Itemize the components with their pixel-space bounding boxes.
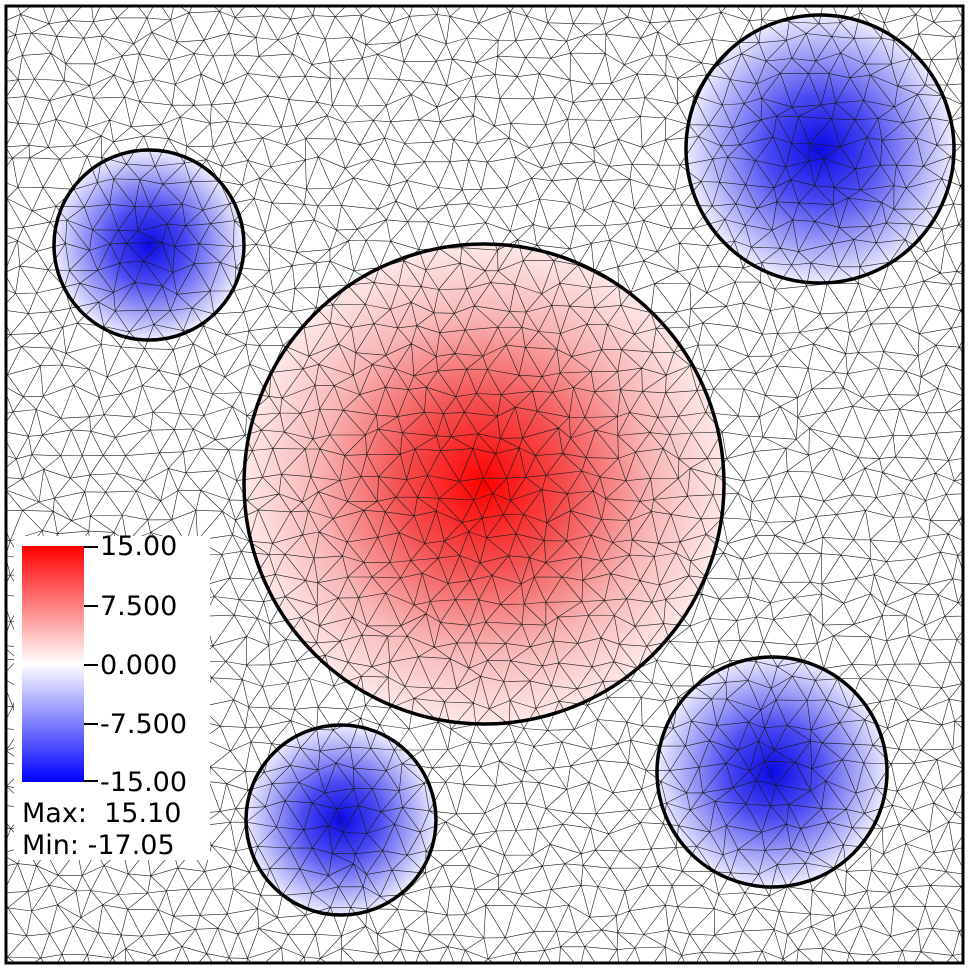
tick-mark-zero <box>84 664 98 666</box>
tick-mark-max <box>84 546 98 548</box>
large-red-disc-outline <box>242 242 726 726</box>
max-value-label: Max: 15.10 <box>22 798 182 829</box>
bottom-right-blue-disc-outline <box>655 655 889 889</box>
min-value-label: Min: -17.05 <box>22 830 175 861</box>
colorbar <box>22 546 84 782</box>
tick-label-max: 15.00 <box>100 531 178 562</box>
bottom-left-blue-disc <box>246 725 436 915</box>
bottom-left-blue-disc-outline <box>244 723 438 917</box>
tick-mark-min <box>84 780 98 782</box>
tick-label-zero: 0.000 <box>100 650 178 681</box>
tick-label-lower: -7.500 <box>100 709 188 740</box>
top-left-blue-disc-outline <box>52 148 246 342</box>
disc-outlines <box>52 13 956 917</box>
domain-border <box>4 4 965 965</box>
top-right-blue-disc-outline <box>684 13 956 285</box>
large-red-disc <box>244 244 724 724</box>
tick-mark-upper <box>84 605 98 607</box>
tick-label-min: -15.00 <box>100 767 188 798</box>
tick-label-upper: 7.500 <box>100 591 178 622</box>
color-legend: 15.00 7.500 0.000 -7.500 -15.00 Max: 15.… <box>14 531 210 861</box>
tick-mark-lower <box>84 723 98 725</box>
